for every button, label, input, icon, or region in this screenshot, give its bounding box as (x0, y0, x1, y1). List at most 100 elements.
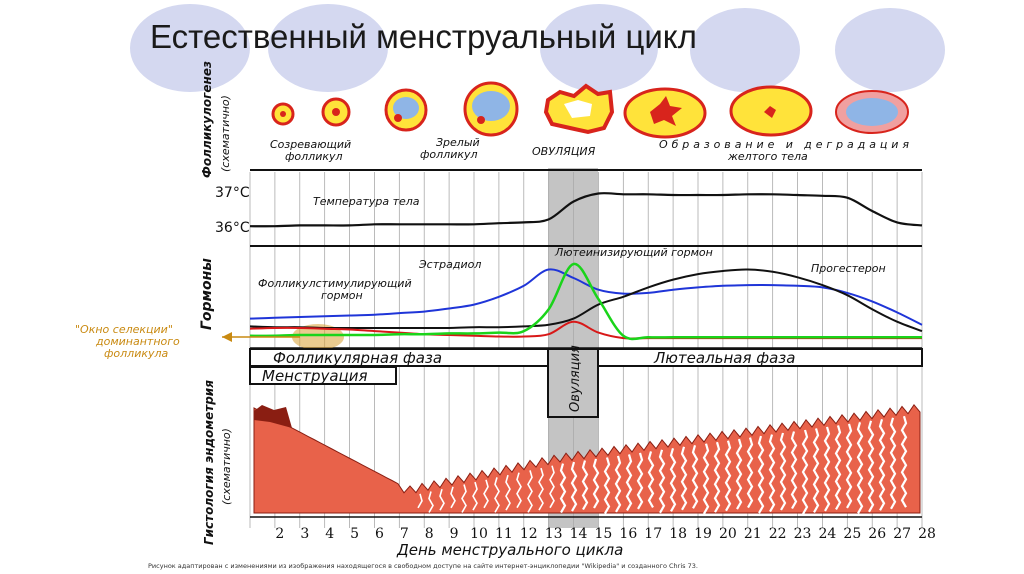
endometrium-gland (812, 428, 820, 513)
endometrium-gland (527, 470, 533, 513)
x-axis-label: День менструального цикла (396, 541, 623, 559)
endometrium-gland (801, 429, 809, 515)
endometrium-gland (428, 491, 434, 513)
endometrium-gland (549, 465, 555, 509)
follicle-ovulation-label: ОВУЛЯЦИЯ (532, 145, 596, 158)
endometrium-gland (625, 454, 633, 511)
endometrium-glands (417, 415, 908, 515)
follicle-maturing-label-2: фолликул (285, 150, 343, 163)
decor-circle (130, 4, 250, 92)
endometrium-gland (614, 455, 622, 513)
decor-circle (540, 4, 658, 92)
estradiol-label: Эстрадиол (418, 258, 481, 271)
follicle-stages (271, 81, 909, 139)
endometrium-gland (757, 435, 765, 514)
folliculogenesis-note: (схематично) (219, 95, 232, 172)
corpus-luteum-label-2: желтого тела (727, 150, 808, 163)
credit-note: Рисунок адаптирован с изменениями из изо… (148, 562, 698, 570)
endometrium-gland (889, 417, 897, 510)
day-tick-label: 11 (495, 526, 513, 542)
endometrium-gland (790, 431, 798, 510)
endometrium-gland (417, 493, 423, 509)
endometrium-gland (878, 418, 886, 511)
estradiol-line (249, 268, 923, 326)
temperature-line (249, 192, 923, 228)
day-tick-label: 9 (450, 526, 459, 542)
progesterone-label: Прогестерон (811, 262, 886, 275)
ovulation-box (547, 348, 599, 418)
progesterone-line (249, 268, 923, 333)
endometrium-gland (680, 446, 688, 511)
endometrium-gland (494, 477, 500, 513)
day-tick-label: 10 (470, 526, 488, 542)
day-tick-label: 15 (595, 526, 613, 542)
endometrium-gland (867, 420, 875, 513)
endometrium-gland (472, 481, 478, 511)
endometrium-gland (691, 444, 699, 509)
endometrium-gland (735, 438, 743, 510)
endometrium-gland (570, 461, 578, 512)
endometrium-gland (439, 488, 445, 511)
endometrium-gland (516, 472, 522, 509)
follicle-mature-label-1: Зрелый (436, 136, 480, 149)
endometrium-gland (461, 484, 467, 513)
endometrium-gland (724, 440, 732, 512)
temp-36-label: 36°C (215, 220, 250, 236)
day-tick-label: 19 (694, 526, 712, 542)
endometrium-label: Гистология эндометрия (202, 380, 216, 545)
fsh-label-2: гормон (321, 289, 363, 302)
menstruation-label: Менструация (262, 367, 368, 385)
endometrium-gland (900, 415, 908, 508)
endometrium-gland (779, 432, 787, 511)
endometrium-gland (834, 425, 842, 510)
endometrium-gland (845, 423, 853, 509)
day-tick-label: 28 (918, 526, 936, 542)
day-tick-label: 14 (570, 526, 588, 542)
endometrium-shape (253, 403, 921, 514)
endometrium-gland (669, 447, 677, 512)
endometrium-gland (505, 474, 511, 511)
day-tick-label: 27 (893, 526, 911, 542)
endometrium-gland (823, 426, 831, 512)
endometrium-gland (581, 460, 589, 511)
selection-window (292, 324, 344, 350)
day-tick-label: 22 (769, 526, 787, 542)
endometrium-gland (713, 441, 721, 513)
day-tick-label: 3 (300, 526, 309, 542)
follicle-mature-label-2: фолликул (420, 148, 478, 161)
fsh-label-1: Фолликулстимулирующий (258, 277, 412, 290)
endometrium-gland (636, 452, 644, 510)
day-axis-ticks: 2 3 4 5 6 7 8 9 10 11 12 13 14 15 16 17 18 19 20 21 22 23 24 25… (275, 526, 935, 542)
temp-37-label: 37°C (215, 185, 250, 201)
day-tick-label: 21 (744, 526, 762, 542)
lh-line (249, 262, 922, 341)
day-tick-label: 25 (843, 526, 861, 542)
day-tick-label: 24 (819, 526, 837, 542)
day-tick-label: 4 (325, 526, 334, 542)
endometrium-gland (702, 443, 710, 515)
lh-label: Лютеинизирующий гормон (554, 246, 713, 259)
day-tick-label: 18 (669, 526, 687, 542)
follicular-phase-label: Фолликулярная фаза (273, 349, 442, 367)
day-tick-label: 6 (375, 526, 384, 542)
page-title: Естественный менструальный цикл (150, 18, 697, 55)
hormones-label: Гормоны (199, 258, 215, 330)
ovulation-box-label: Овуляция (568, 345, 583, 412)
endometrium-note: (схематично) (220, 428, 233, 505)
menstruation-bar (249, 366, 397, 385)
day-tick-label: 26 (868, 526, 886, 542)
day-tick-label: 13 (545, 526, 563, 542)
day-tick-label: 2 (275, 526, 284, 542)
folliculogenesis-label: Фолликулогенез (200, 61, 214, 178)
endometrium-cap (254, 405, 292, 428)
day-tick-label: 23 (794, 526, 812, 542)
decor-circle (268, 4, 388, 92)
endometrium-gland (856, 421, 864, 514)
endometrium-gland (603, 457, 611, 515)
endometrium-gland (450, 486, 456, 509)
decor-circle (835, 8, 945, 92)
day-tick-label: 12 (520, 526, 538, 542)
day-tick-label: 20 (719, 526, 737, 542)
endometrium-gland (647, 451, 655, 508)
